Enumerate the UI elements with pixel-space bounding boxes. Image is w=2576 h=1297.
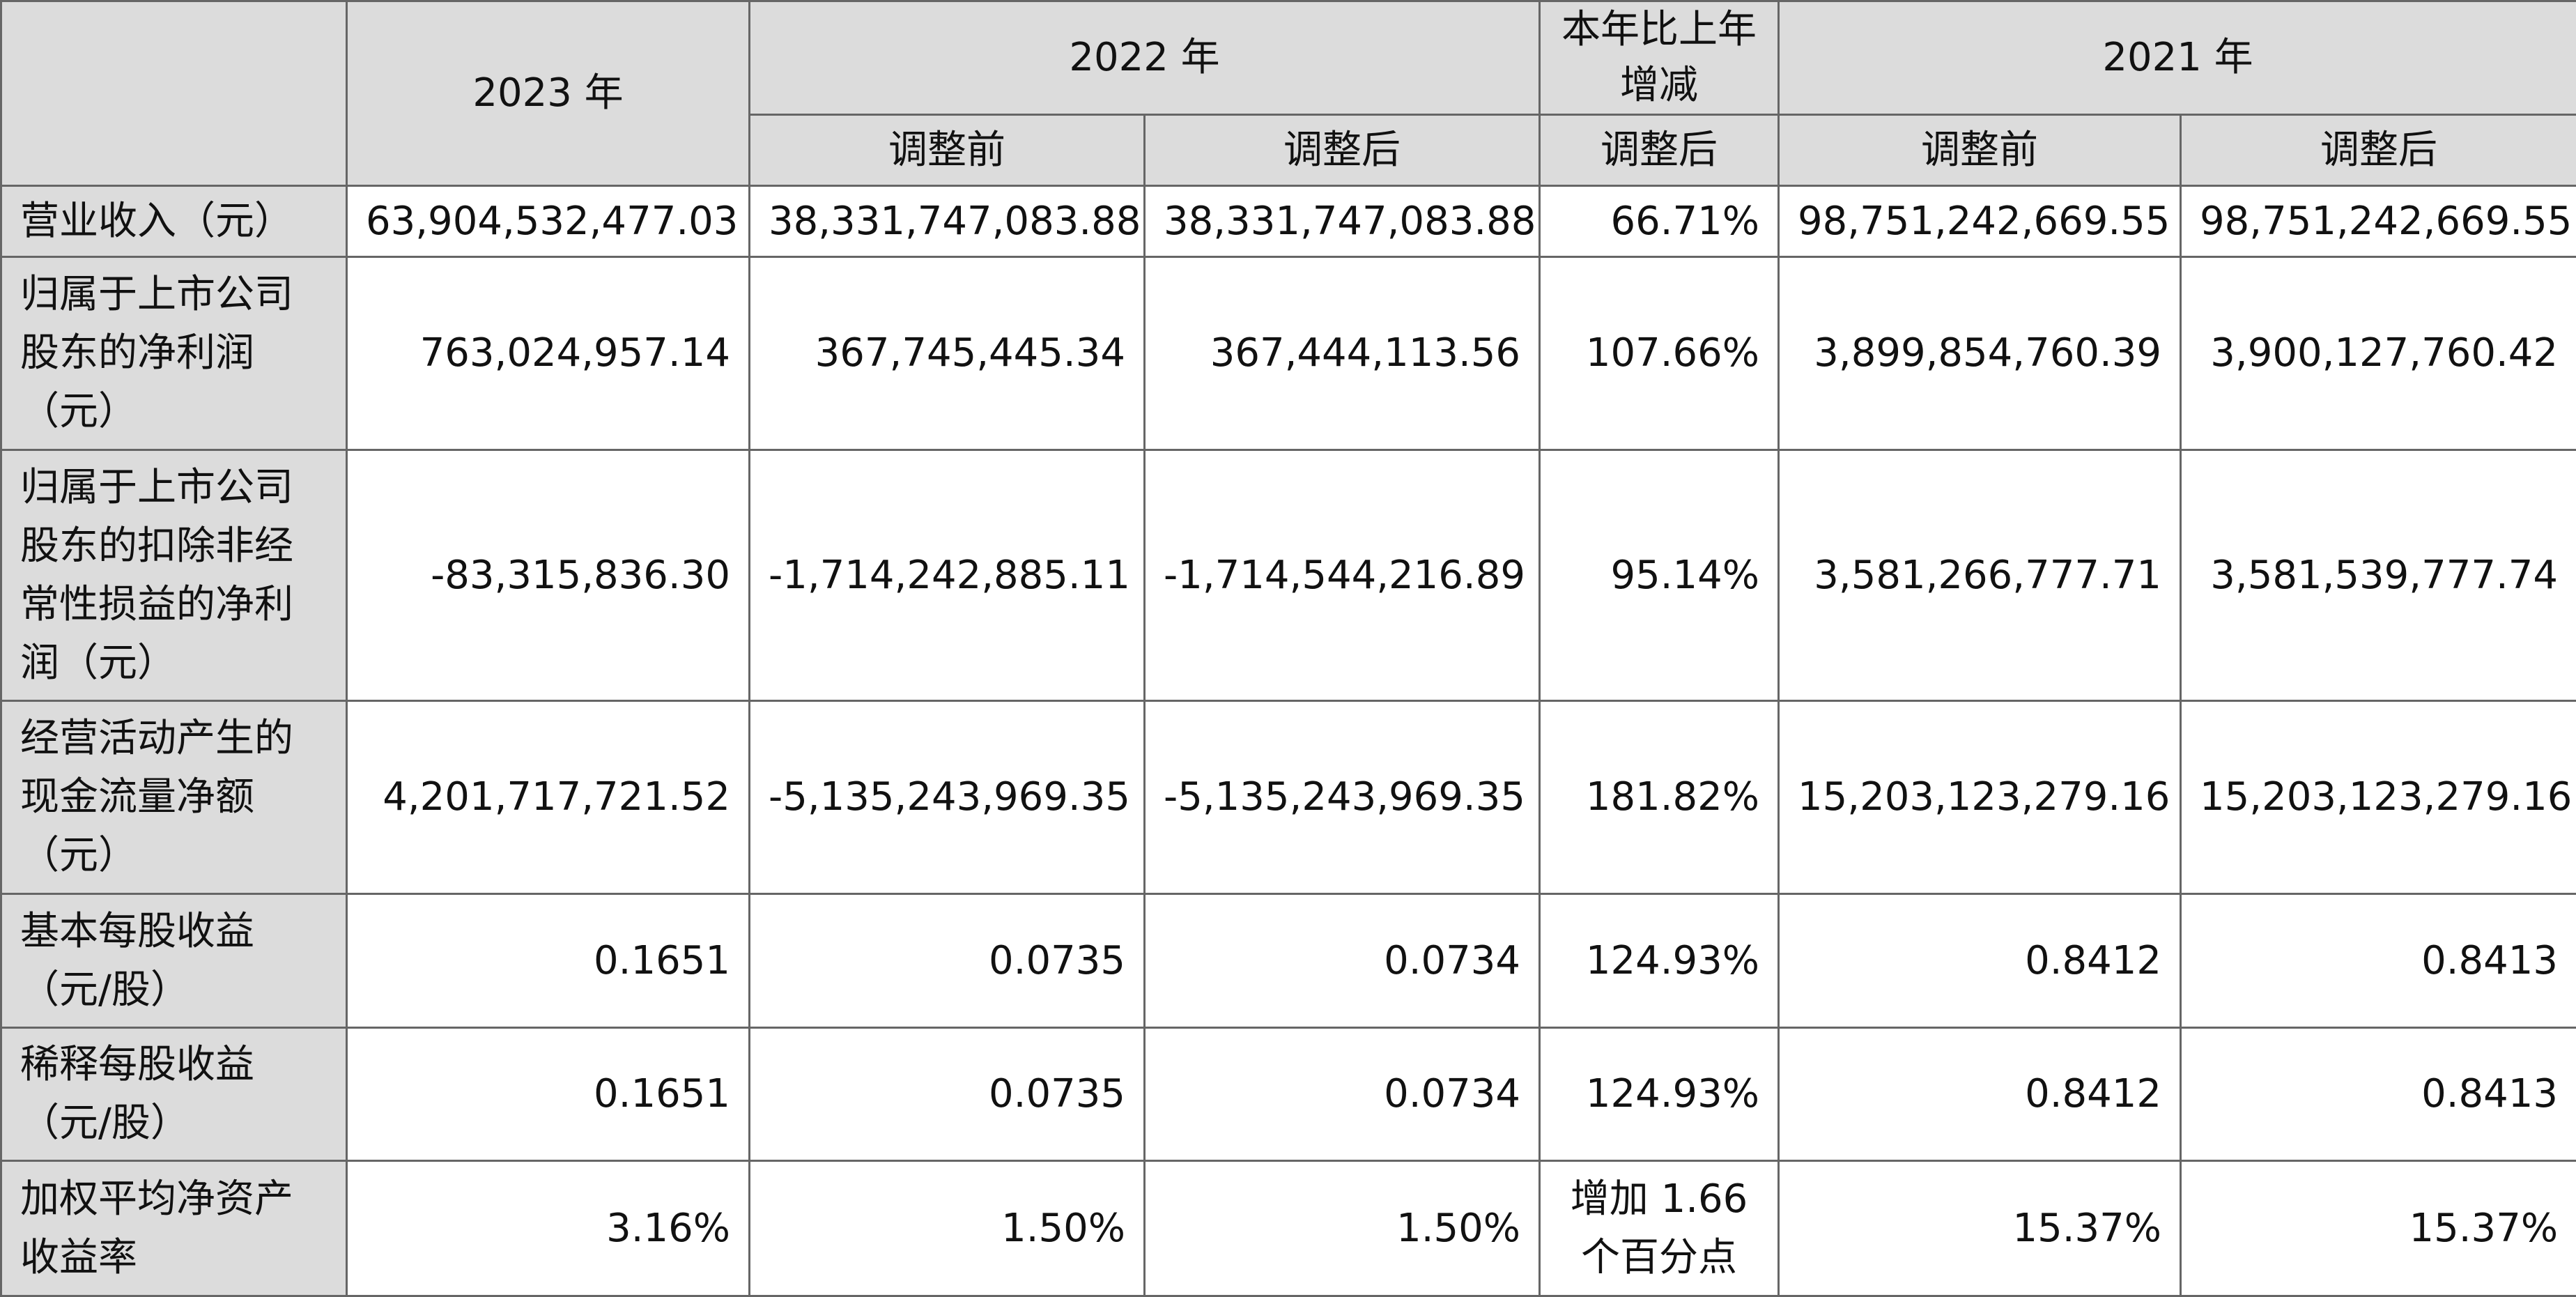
cell-value: 763,024,957.14 bbox=[347, 257, 750, 450]
header-year-2023: 2023 年 bbox=[347, 1, 750, 186]
cell-value: 0.0735 bbox=[750, 894, 1145, 1028]
cell-value: 181.82% bbox=[1540, 701, 1779, 894]
table-row: 营业收入（元） 63,904,532,477.03 38,331,747,083… bbox=[1, 186, 2576, 257]
cell-value: -1,714,242,885.11 bbox=[750, 450, 1145, 701]
cell-value: 0.8412 bbox=[1779, 894, 2181, 1028]
cell-value: 367,444,113.56 bbox=[1145, 257, 1540, 450]
table-row: 基本每股收益（元/股） 0.1651 0.0735 0.0734 124.93%… bbox=[1, 894, 2576, 1028]
cell-value: 15.37% bbox=[1779, 1161, 2181, 1296]
header-yoy-after: 调整后 bbox=[1540, 115, 1779, 186]
cell-value: 0.1651 bbox=[347, 1028, 750, 1161]
cell-value: 0.0734 bbox=[1145, 1028, 1540, 1161]
cell-value: 1.50% bbox=[1145, 1161, 1540, 1296]
cell-value: 66.71% bbox=[1540, 186, 1779, 257]
row-label-net-profit: 归属于上市公司股东的净利润（元） bbox=[1, 257, 347, 450]
header-corner-cell bbox=[1, 1, 347, 186]
cell-value: 124.93% bbox=[1540, 894, 1779, 1028]
cell-value: 95.14% bbox=[1540, 450, 1779, 701]
cell-value: 3,900,127,760.42 bbox=[2181, 257, 2576, 450]
row-label-revenue: 营业收入（元） bbox=[1, 186, 347, 257]
header-2022-after: 调整后 bbox=[1145, 115, 1540, 186]
table-row: 经营活动产生的现金流量净额（元） 4,201,717,721.52 -5,135… bbox=[1, 701, 2576, 894]
row-label-net-profit-excl-nonrecurring: 归属于上市公司股东的扣除非经常性损益的净利润（元） bbox=[1, 450, 347, 701]
cell-value: 3,899,854,760.39 bbox=[1779, 257, 2181, 450]
cell-value: 1.50% bbox=[750, 1161, 1145, 1296]
header-2021-after: 调整后 bbox=[2181, 115, 2576, 186]
cell-value: 0.8413 bbox=[2181, 894, 2576, 1028]
cell-value: -5,135,243,969.35 bbox=[750, 701, 1145, 894]
row-label-operating-cash-flow: 经营活动产生的现金流量净额（元） bbox=[1, 701, 347, 894]
cell-value: 98,751,242,669.55 bbox=[1779, 186, 2181, 257]
table-row: 稀释每股收益（元/股） 0.1651 0.0735 0.0734 124.93%… bbox=[1, 1028, 2576, 1161]
cell-value: 3.16% bbox=[347, 1161, 750, 1296]
row-label-weighted-roe: 加权平均净资产收益率 bbox=[1, 1161, 347, 1296]
cell-value: 98,751,242,669.55 bbox=[2181, 186, 2576, 257]
cell-value: 增加 1.66 个百分点 bbox=[1540, 1161, 1779, 1296]
header-row-years: 2023 年 2022 年 本年比上年增减 2021 年 bbox=[1, 1, 2576, 115]
table-row: 归属于上市公司股东的扣除非经常性损益的净利润（元） -83,315,836.30… bbox=[1, 450, 2576, 701]
cell-value: 0.8413 bbox=[2181, 1028, 2576, 1161]
cell-value: 3,581,539,777.74 bbox=[2181, 450, 2576, 701]
header-2022-before: 调整前 bbox=[750, 115, 1145, 186]
cell-value: 15,203,123,279.16 bbox=[1779, 701, 2181, 894]
cell-value: 15.37% bbox=[2181, 1161, 2576, 1296]
row-label-diluted-eps: 稀释每股收益（元/股） bbox=[1, 1028, 347, 1161]
cell-value: 0.0735 bbox=[750, 1028, 1145, 1161]
cell-value: 124.93% bbox=[1540, 1028, 1779, 1161]
cell-value: 38,331,747,083.88 bbox=[1145, 186, 1540, 257]
cell-value: 367,745,445.34 bbox=[750, 257, 1145, 450]
cell-value: -83,315,836.30 bbox=[347, 450, 750, 701]
cell-value: -5,135,243,969.35 bbox=[1145, 701, 1540, 894]
cell-value: 4,201,717,721.52 bbox=[347, 701, 750, 894]
header-2021-before: 调整前 bbox=[1779, 115, 2181, 186]
header-yoy-change: 本年比上年增减 bbox=[1540, 1, 1779, 115]
table-row: 归属于上市公司股东的净利润（元） 763,024,957.14 367,745,… bbox=[1, 257, 2576, 450]
cell-value: 0.1651 bbox=[347, 894, 750, 1028]
cell-value: 15,203,123,279.16 bbox=[2181, 701, 2576, 894]
header-year-2021: 2021 年 bbox=[1779, 1, 2576, 115]
cell-value: 63,904,532,477.03 bbox=[347, 186, 750, 257]
cell-value: 38,331,747,083.88 bbox=[750, 186, 1145, 257]
table-row: 加权平均净资产收益率 3.16% 1.50% 1.50% 增加 1.66 个百分… bbox=[1, 1161, 2576, 1296]
cell-value: -1,714,544,216.89 bbox=[1145, 450, 1540, 701]
cell-value: 3,581,266,777.71 bbox=[1779, 450, 2181, 701]
row-label-basic-eps: 基本每股收益（元/股） bbox=[1, 894, 347, 1028]
cell-value: 0.8412 bbox=[1779, 1028, 2181, 1161]
header-year-2022: 2022 年 bbox=[750, 1, 1540, 115]
cell-value: 107.66% bbox=[1540, 257, 1779, 450]
cell-value: 0.0734 bbox=[1145, 894, 1540, 1028]
